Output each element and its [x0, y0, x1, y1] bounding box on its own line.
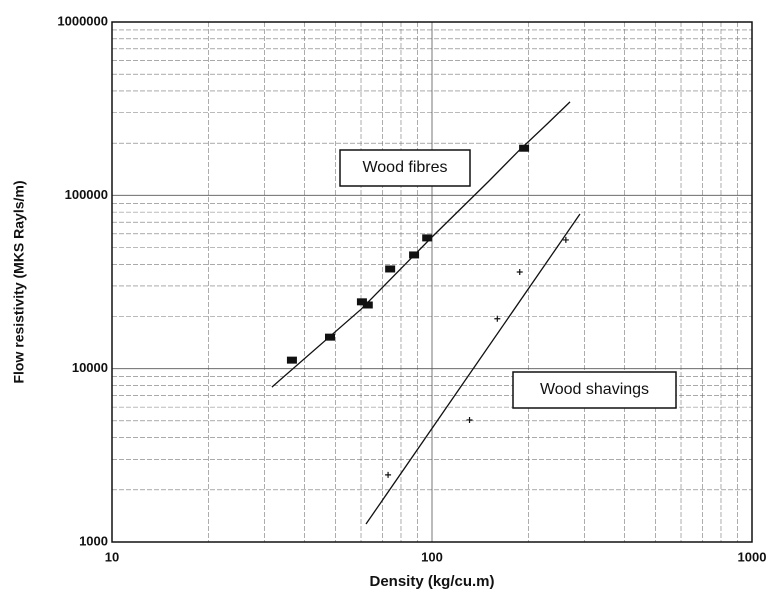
- point: [409, 251, 420, 259]
- plot-frame: [111, 21, 753, 543]
- point: [286, 356, 297, 364]
- point: [385, 471, 392, 478]
- point: [494, 315, 501, 322]
- x-tick-label: 1000: [738, 549, 767, 564]
- point: [519, 144, 530, 152]
- point: [356, 298, 367, 306]
- label-box: [339, 149, 471, 187]
- label-box: [512, 371, 677, 409]
- point: [362, 301, 373, 309]
- point: [562, 236, 569, 243]
- x-tick-label: 100: [421, 549, 443, 564]
- x-axis-label: Density (kg/cu.m): [369, 573, 494, 590]
- series-label: Wood shavings: [540, 381, 649, 398]
- y-tick-label: 10000: [72, 360, 108, 375]
- y-tick-label: 1000000: [57, 13, 108, 28]
- point: [422, 234, 433, 242]
- point: [466, 416, 473, 423]
- fit-line: [271, 101, 571, 388]
- point: [324, 333, 335, 341]
- fit-line: [365, 213, 581, 525]
- y-tick-label: 100000: [65, 187, 108, 202]
- point: [516, 269, 523, 276]
- y-axis-label: Flow resistivity (MKS Rayls/m): [11, 180, 27, 383]
- series-label: Wood fibres: [362, 159, 447, 176]
- y-tick-label: 1000: [79, 533, 108, 548]
- x-tick-label: 10: [105, 549, 119, 564]
- point: [385, 265, 396, 273]
